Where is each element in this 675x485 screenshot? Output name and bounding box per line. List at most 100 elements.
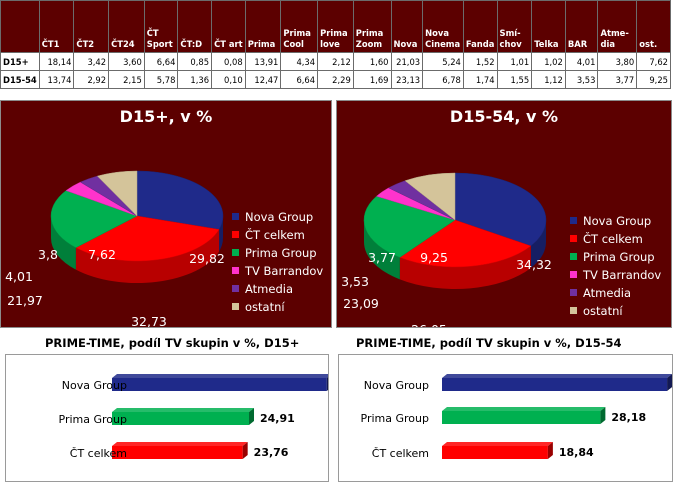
table-cell: 2,29 (317, 70, 354, 89)
legend-swatch (232, 249, 239, 256)
bar-title-d15: PRIME-TIME, podíl TV skupin v %, D15+ (45, 336, 300, 350)
bar-prima-group (112, 408, 255, 425)
legend-swatch (232, 213, 239, 220)
pie-slice-ostatní (96, 170, 138, 217)
row-label: D15-54 (0, 70, 40, 89)
pie-side-walls (51, 216, 223, 283)
bar-nova-group (112, 374, 332, 391)
bar-category-label: ČT celkem (70, 447, 127, 460)
pie-slice-nova-group (136, 170, 224, 230)
bar-value-label: 24,91 (260, 412, 295, 425)
table-corner-cell (0, 0, 40, 53)
pie-data-label: 3,77 (368, 250, 396, 265)
column-header: ČT Sport (143, 0, 179, 53)
ratings-table: ČT1 ČT2 ČT24 ČT Sport ČT:D ČT art Prima Prima C… (0, 0, 671, 89)
table-cell: 3,53 (564, 70, 599, 89)
legend-swatch (232, 231, 239, 238)
pie-top (363, 172, 547, 268)
column-header: Nova Cinema (422, 0, 464, 53)
legend-item: TV Barrandov (232, 262, 323, 280)
table-cell: 1,60 (352, 52, 392, 71)
pie-slice-side (51, 216, 76, 270)
legend-swatch (232, 267, 239, 274)
column-header: Prima love (317, 0, 354, 53)
table-cell: 1,69 (352, 70, 392, 89)
legend-item: ostatní (570, 302, 661, 320)
pie-data-label: 32,73 (131, 314, 167, 327)
column-header: BAR (564, 0, 599, 53)
bar-category-label: ČT celkem (372, 447, 429, 460)
column-header: Fanda (462, 0, 498, 53)
table-cell: 1,12 (531, 70, 566, 89)
bar-prima-group (442, 407, 606, 424)
column-header: Prima Cool (280, 0, 319, 53)
column-header: ČT:D (177, 0, 213, 53)
table-cell: 6,64 (143, 52, 179, 71)
column-header: Prima Zoom (352, 0, 392, 53)
bar-čt-celkem (112, 442, 248, 459)
pie-legend: Nova Group ČT celkem Prima Group TV Barrand… (570, 212, 661, 320)
column-header: ČT art (211, 0, 246, 53)
pie-title: D15-54, v % (449, 107, 559, 126)
table-cell: 1,55 (496, 70, 533, 89)
legend-label: ČT celkem (583, 232, 643, 246)
pie-data-label: 4,01 (5, 269, 33, 284)
legend-swatch (570, 253, 577, 260)
pie-slice-side (399, 245, 531, 289)
table-cell: 2,92 (73, 70, 110, 89)
legend-swatch (570, 289, 577, 296)
bar-nova-group (442, 374, 673, 391)
row-label: D15+ (0, 52, 40, 71)
table-cell: 23,13 (390, 70, 424, 89)
legend-item: Prima Group (570, 248, 661, 266)
table-cell: 21,03 (390, 52, 424, 71)
table-header-row: ČT1 ČT2 ČT24 ČT Sport ČT:D ČT art Prima Prima C… (0, 0, 671, 53)
legend-label: Prima Group (583, 250, 655, 264)
table-cell: 13,74 (38, 70, 75, 89)
pie-panel-d15: D15+, v % 29,82 32,73 21,97 4,01 3,8 7,62 Nov… (0, 100, 332, 328)
pie-slice-side (530, 220, 546, 268)
bar-value-label: 28,18 (611, 411, 646, 424)
table-cell: 13,91 (244, 52, 282, 71)
table-cell: 4,01 (564, 52, 599, 71)
legend-item: Atmedia (570, 284, 661, 302)
legend-item: Prima Group (232, 244, 323, 262)
legend-item: ČT celkem (232, 226, 323, 244)
table-cell: 5,78 (143, 70, 179, 89)
legend-label: ostatní (245, 300, 285, 314)
legend-label: ostatní (583, 304, 623, 318)
table-cell: 2,12 (317, 52, 354, 71)
table-cell: 4,34 (280, 52, 319, 71)
column-header: Smí-chov (496, 0, 533, 53)
bar-value-label: 23,76 (254, 446, 289, 459)
pie-chart-d15: 29,82 32,73 21,97 4,01 3,8 7,62 (5, 170, 225, 327)
table-cell: 3,42 (73, 52, 110, 71)
pie-slice-side (364, 220, 400, 280)
legend-label: Nova Group (583, 214, 652, 228)
legend-label: ČT celkem (245, 228, 305, 242)
table-cell: 1,36 (177, 70, 213, 89)
legend-item: TV Barrandov (570, 266, 661, 284)
legend-swatch (570, 235, 577, 242)
pie-panel-d1554: D15-54, v % 34,3226,0523,093,533,779,25 … (336, 100, 672, 328)
pie-slice-ostatní (404, 172, 456, 221)
table-cell: 1,01 (496, 52, 533, 71)
legend-item: Atmedia (232, 280, 323, 298)
column-header: ČT1 (38, 0, 75, 53)
table-cell: 7,62 (636, 52, 671, 71)
legend-item: Nova Group (570, 212, 661, 230)
table-cell: 3,80 (597, 52, 638, 71)
legend-swatch (232, 285, 239, 292)
column-header: Prima (244, 0, 282, 53)
legend-swatch (232, 303, 239, 310)
pie-data-label: 3,8 (38, 247, 58, 262)
legend-swatch (570, 271, 577, 278)
pie-legend: Nova Group ČT celkem Prima Group TV Barrand… (232, 208, 323, 316)
pie-data-label: 3,53 (341, 274, 369, 289)
legend-item: ostatní (232, 298, 323, 316)
table-cell: 1,74 (462, 70, 498, 89)
pie-data-label: 34,32 (516, 257, 552, 272)
